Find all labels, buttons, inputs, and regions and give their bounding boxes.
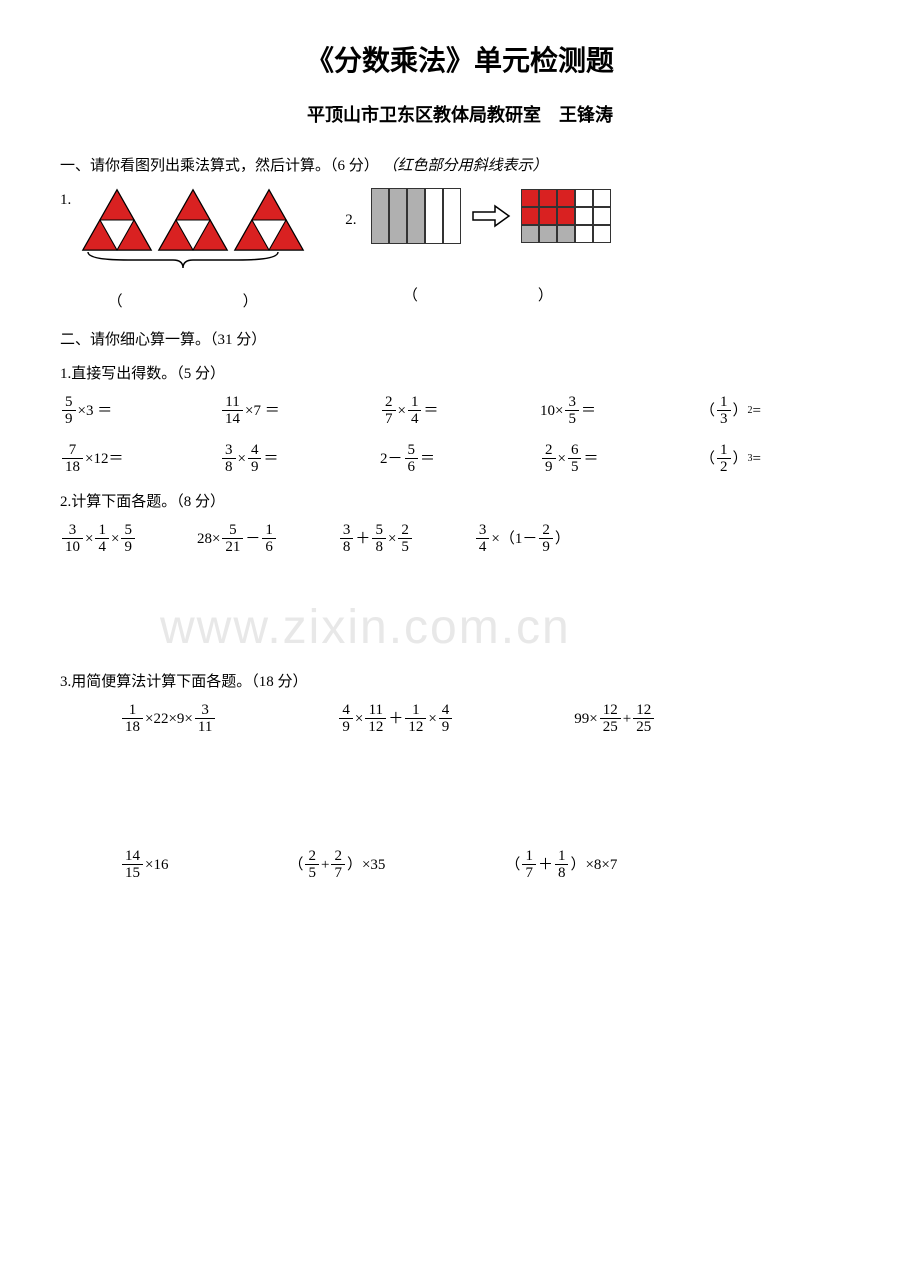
expr: 718×12＝: [60, 442, 220, 476]
brace-icon: [68, 250, 298, 272]
p2-row: 310 × 14 × 59 28 × 521 － 16 38 ＋ 58 × 25…: [60, 522, 860, 556]
expr: 38×49＝: [220, 442, 380, 476]
s1-text: 一、请你看图列出乘法算式，然后计算。（6 分）: [60, 158, 379, 174]
expr: （13）2=: [700, 394, 860, 428]
expr: 310 × 14 × 59: [60, 522, 137, 556]
q1a: 1.: [60, 188, 305, 314]
expr: （12）3=: [700, 442, 860, 476]
triangle-icon: [81, 188, 153, 252]
expr: 59×3 ＝: [60, 394, 220, 428]
triangle-icon: [157, 188, 229, 252]
expr: 29×65＝: [540, 442, 700, 476]
p3-row1: 118×22×9×311 49×1112＋112×49 99×1225+1225: [120, 702, 860, 736]
s1-note: （红色部分用斜线表示）: [383, 158, 548, 174]
p1-row1: 59×3 ＝ 1114×7 ＝ 27×14＝ 10×35＝ （13）2=: [60, 394, 860, 428]
expr: 118×22×9×311: [120, 702, 217, 736]
section2-heading: 二、请你细心算一算。（31 分）: [60, 328, 860, 352]
grid-right: [521, 189, 611, 243]
expr: 28 × 521 － 16: [197, 522, 278, 556]
p1-heading: 1.直接写出得数。（5 分）: [60, 362, 860, 386]
expr: 1114×7 ＝: [220, 394, 380, 428]
p3-row2: 1415×16 （25+27）×35 （17＋18）×8×7: [120, 848, 860, 882]
grid-diagram: [371, 188, 611, 244]
expr: 27×14＝: [380, 394, 540, 428]
expr: 49×1112＋112×49: [337, 702, 454, 736]
expr: 10×35＝: [540, 394, 700, 428]
arrow-icon: [471, 204, 511, 228]
doc-subtitle: 平顶山市卫东区教体局教研室 王锋涛: [60, 101, 860, 130]
grid-left: [371, 188, 461, 244]
expr: （25+27）×35: [288, 848, 385, 882]
answer-blank: （ ）: [108, 290, 258, 314]
answer-blank: （ ）: [403, 284, 553, 308]
q1b: 2. （ ）: [345, 188, 610, 308]
q1-label: 1.: [60, 188, 71, 212]
p3-heading: 3.用简便算法计算下面各题。（18 分）: [60, 670, 860, 694]
expr: 38 ＋ 58 × 25: [338, 522, 414, 556]
expr: 2－56＝: [380, 442, 540, 476]
expr: 1415×16: [120, 848, 168, 882]
expr: 99×1225+1225: [574, 702, 656, 736]
expr: 34 ×（1－ 29 ）: [474, 522, 570, 556]
triangle-icon: [233, 188, 305, 252]
doc-title: 《分数乘法》单元检测题: [60, 40, 860, 85]
expr: （17＋18）×8×7: [505, 848, 617, 882]
section1-heading: 一、请你看图列出乘法算式，然后计算。（6 分） （红色部分用斜线表示）: [60, 154, 860, 178]
triangle-group: [81, 188, 305, 252]
p1-row2: 718×12＝ 38×49＝ 2－56＝ 29×65＝ （12）3=: [60, 442, 860, 476]
q2-label: 2.: [345, 208, 356, 232]
q1-figures: 1.: [60, 188, 860, 314]
p2-heading: 2.计算下面各题。（8 分）: [60, 490, 860, 514]
